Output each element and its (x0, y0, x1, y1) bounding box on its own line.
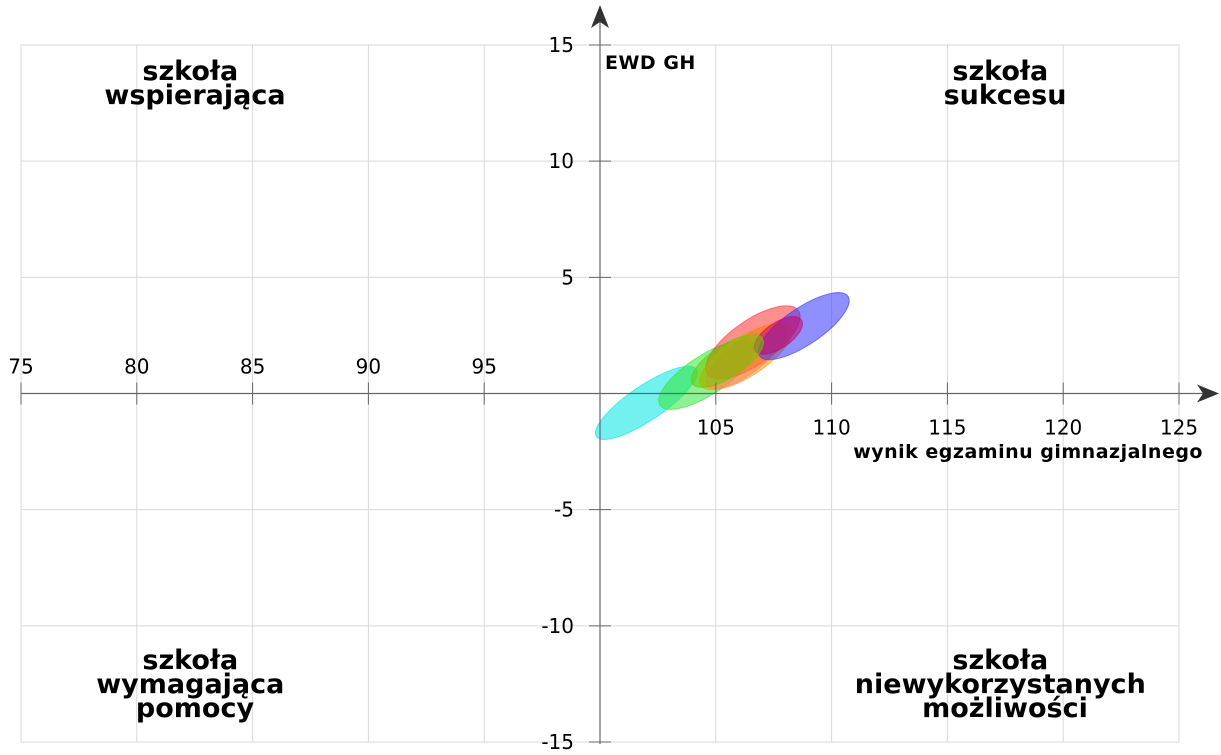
y-tick-label: 5 (561, 265, 574, 289)
quadrant-top-left: szkoła wspierająca (104, 56, 285, 111)
y-tick-label: -5 (554, 498, 574, 522)
quadrant-bottom-right-line-1: szkoła (952, 645, 1048, 676)
x-tick-label: 90 (356, 355, 381, 379)
x-axis-arrow (1197, 384, 1219, 403)
x-tick-label: 110 (813, 416, 851, 440)
y-axis-title: EWD GH (605, 52, 696, 74)
quadrant-top-right: szkoła sukcesu (944, 56, 1067, 111)
quadrant-bottom-right-line-2: niewykorzystanych (855, 669, 1146, 700)
x-tick-label: 80 (124, 355, 149, 379)
y-tick-label: 15 (549, 33, 574, 57)
quadrant-bottom-left-line-1: szkoła (142, 645, 238, 676)
x-tick-label: 125 (1160, 416, 1198, 440)
y-tick-label: -15 (541, 730, 574, 754)
quadrant-bottom-left: szkoła wymagająca pomocy (96, 645, 294, 724)
ellipse-8 (690, 334, 764, 388)
quadrant-top-right-line-1: szkoła (952, 56, 1048, 87)
y-tick-label: 10 (549, 149, 574, 173)
y-tick-label: -10 (541, 614, 574, 638)
x-tick-label: 105 (697, 416, 735, 440)
quadrant-top-left-line-1: szkoła (142, 56, 238, 87)
ellipse-layer (594, 292, 850, 440)
x-tick-label: 85 (240, 355, 265, 379)
x-tick-label: 115 (928, 416, 966, 440)
axes (20, 5, 1219, 744)
x-tick-label: 75 (8, 355, 33, 379)
quadrant-bottom-left-line-2: wymagająca (96, 669, 284, 700)
quadrant-bottom-right: szkoła niewykorzystanych możliwości (855, 645, 1155, 724)
quadrant-top-left-line-2: wspierająca (104, 80, 285, 111)
y-axis-arrow (591, 5, 609, 28)
quadrant-bottom-left-line-3: pomocy (136, 693, 255, 724)
x-tick-label: 120 (1044, 416, 1082, 440)
x-tick-label: 95 (471, 355, 496, 379)
quadrant-top-right-line-2: sukcesu (944, 80, 1067, 111)
quadrant-bottom-right-line-3: możliwości (922, 693, 1088, 724)
x-axis-title: wynik egzaminu gimnazjalnego (853, 441, 1203, 463)
